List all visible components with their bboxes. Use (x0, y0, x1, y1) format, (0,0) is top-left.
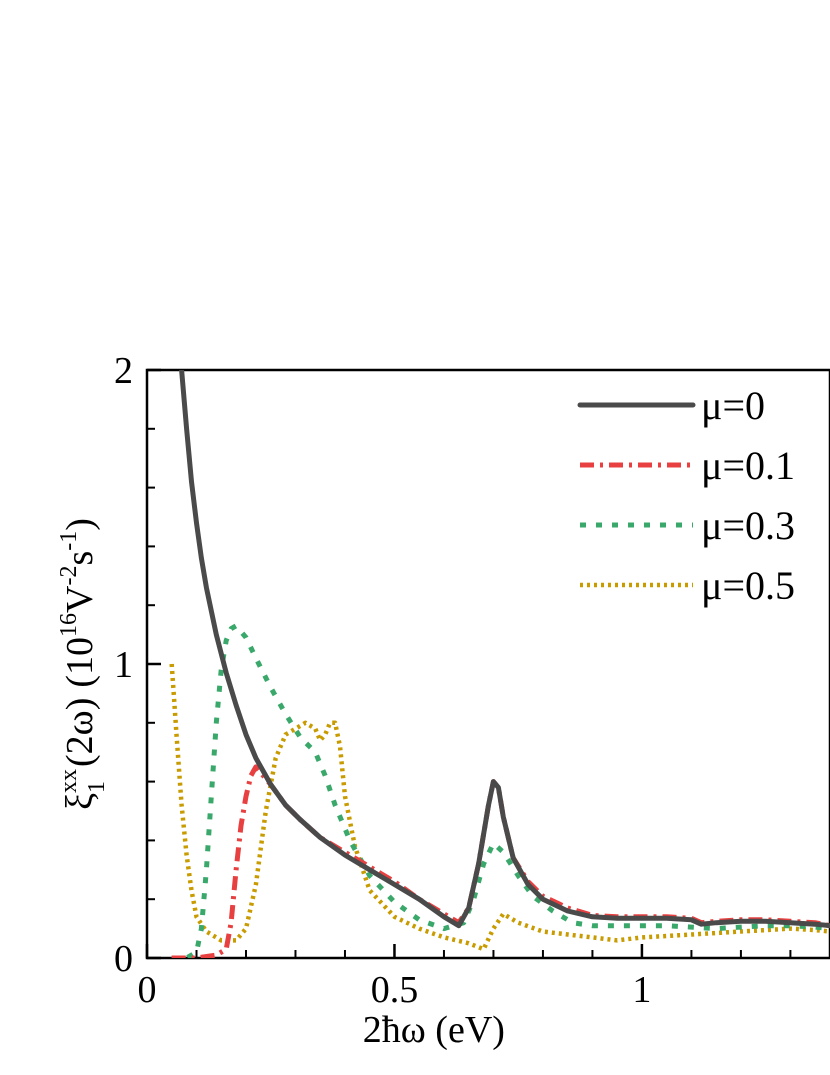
y-axis-unit-exp2: -2 (56, 566, 82, 586)
legend: μ=0 μ=0.1 μ=0.3 μ=0.5 (580, 383, 795, 608)
y-axis-unit-exp: 16 (56, 613, 82, 637)
x-axis-title: 2ħω (eV) (363, 1009, 505, 1051)
legend-label-2: μ=0.3 (701, 503, 795, 548)
x-tick-label: 1 (632, 969, 651, 1011)
y-axis-argument: (2ω) (59, 698, 101, 767)
ticks-layer: 0 0.5 1 0 1 2 (114, 350, 790, 1011)
legend-label-1: μ=0.1 (701, 443, 795, 488)
legend-label-0: μ=0 (701, 383, 765, 428)
x-tick-label: 0 (138, 969, 157, 1011)
y-axis-unit-exp3: -1 (56, 531, 82, 551)
y-tick-label: 1 (114, 644, 133, 686)
legend-label-3: μ=0.5 (701, 563, 795, 608)
y-axis-superscript: xx (56, 769, 82, 793)
x-tick-label: 0.5 (371, 969, 419, 1011)
y-axis-unit-mid: V (59, 585, 101, 613)
y-tick-label: 2 (114, 350, 133, 392)
y-axis-title: ξxx1 (2ω) (1016V-2s-1) (56, 518, 110, 810)
y-axis-unit-close: ) (59, 518, 101, 531)
y-axis-unit-mid2: s (59, 551, 101, 566)
y-axis-subscript: 1 (84, 781, 110, 793)
y-tick-label: 0 (114, 938, 133, 980)
y-axis-symbol: ξ (59, 793, 101, 810)
y-axis-unit-prefix: (10 (59, 637, 101, 688)
